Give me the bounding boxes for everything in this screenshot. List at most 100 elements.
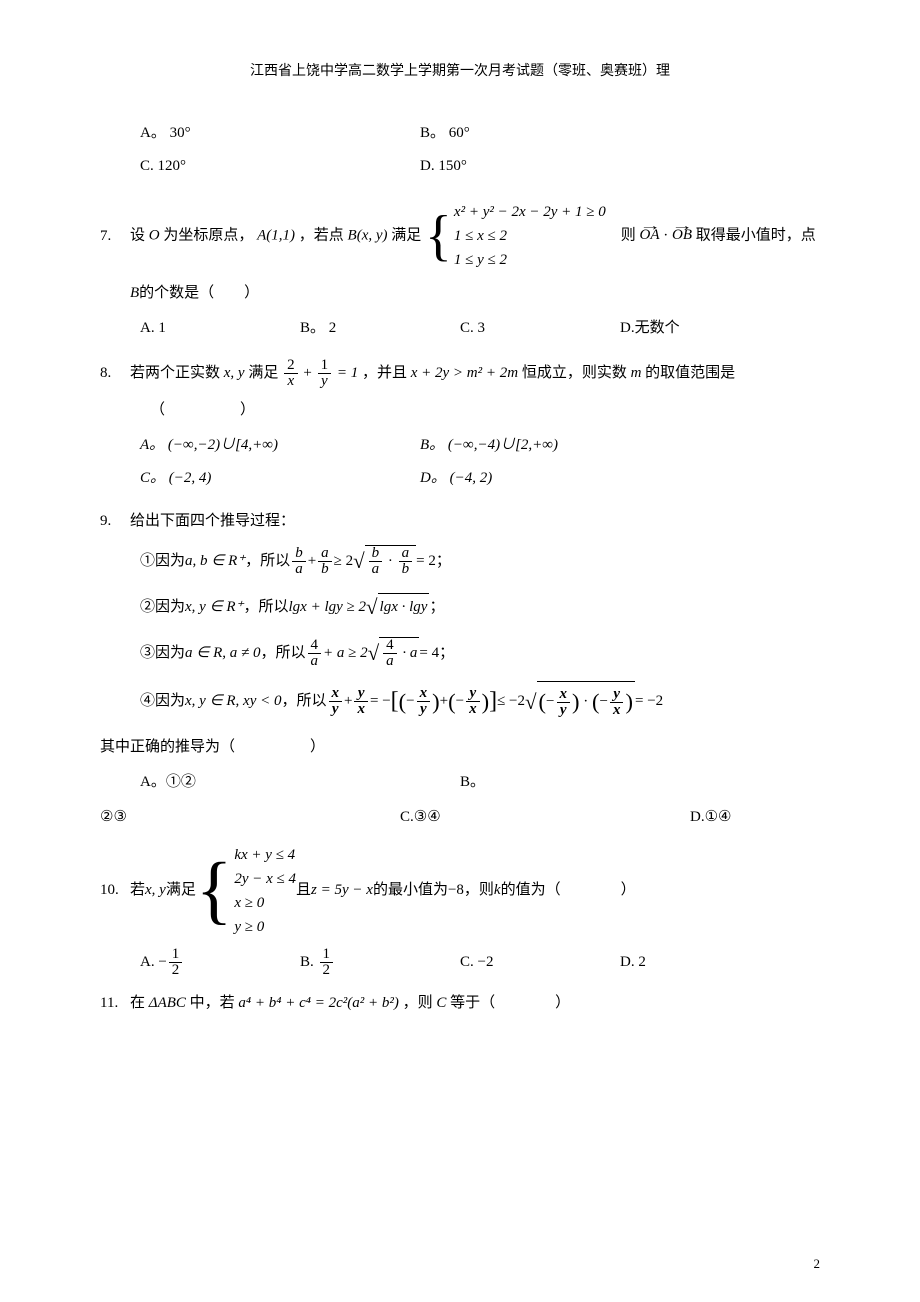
q8-t5: 的取值范围是 <box>645 365 735 381</box>
q9-stmt4: ④因为 x, y ∈ R, xy < 0 ，所以 xy + yx = − [ (… <box>140 680 820 723</box>
page-number: 2 <box>814 1256 821 1272</box>
q8-xy: x, y <box>224 365 245 381</box>
q6-opt-b: B。 60° <box>420 120 580 147</box>
q7-opt-a: A. 1 <box>140 315 300 342</box>
q8-opt-a: A。 (−∞,−2)∪[4,+∞) <box>140 432 420 459</box>
q11-tri: ΔABC <box>149 995 186 1011</box>
q6-opts-row1: A。 30° B。 60° <box>140 120 820 147</box>
q9-s1a: ①因为 <box>140 548 185 575</box>
q9-s3cond: a ∈ R, a ≠ 0 <box>185 640 260 667</box>
q9-s4cond: x, y ∈ R, xy < 0 <box>185 688 281 715</box>
q9-stmt2: ②因为 x, y ∈ R⁺ ，所以 lgx + lgy ≥ 2 √lgx · l… <box>140 589 820 627</box>
q9-stmt1: ①因为 a, b ∈ R⁺ ，所以 ba + ab ≥ 2 √ ba · ab … <box>140 543 820 581</box>
q8-t2: 满足 <box>248 365 278 381</box>
q9-s1ab: a, b ∈ R⁺ <box>185 548 245 575</box>
q10-opt-d: D. 2 <box>620 949 780 976</box>
q8-frac2: 1y <box>318 358 332 389</box>
q9-s1b: ，所以 <box>245 548 290 575</box>
q8-m: m <box>631 365 642 381</box>
q9-opt-d: D.①④ <box>690 804 850 831</box>
q9-opts-row2: ②③ C.③④ D.①④ <box>100 804 820 831</box>
q10-z: z = 5y − x <box>311 877 373 904</box>
q8-opt-d: D。 (−4, 2) <box>420 465 580 492</box>
q9-num: 9. <box>100 508 130 535</box>
q7-vec-OA: OA <box>640 222 660 249</box>
q10-opt-c: C. −2 <box>460 949 620 976</box>
page-header: 江西省上饶中学高二数学上学期第一次月考试题（零班、奥赛班）理 <box>100 60 820 80</box>
q10-t3: 且 <box>296 877 311 904</box>
q11-t4: 等于（ ） <box>450 995 570 1011</box>
q10-num: 10. <box>100 877 130 904</box>
q7-line2: B 的个数是（ ） <box>130 280 820 307</box>
q9-s4tail: = −2 <box>635 688 663 715</box>
q8-opts-row1: A。 (−∞,−2)∪[4,+∞) B。 (−∞,−4)∪[2,+∞) <box>140 432 820 459</box>
q7-sys2: 1 ≤ x ≤ 2 <box>454 228 507 244</box>
q7-t1: 为坐标原点， <box>163 227 257 243</box>
q9-s4b: ，所以 <box>282 688 327 715</box>
q7-B: B <box>130 280 139 307</box>
q8-t4: 恒成立，则实数 <box>522 365 627 381</box>
q10-k: k <box>494 877 501 904</box>
q8-frac1: 2x <box>284 358 298 389</box>
q8-paren: （ ） <box>150 397 820 424</box>
q6-opts-row2: C. 120° D. 150° <box>140 153 820 180</box>
q8-paren-text: （ ） <box>150 397 255 424</box>
q6-opt-d: D. 150° <box>420 153 580 180</box>
q9-s3b: ，所以 <box>260 640 305 667</box>
q7-opts: A. 1 B。 2 C. 3 D.无数个 <box>140 315 820 342</box>
q9-s2xy: x, y ∈ R⁺ <box>185 594 243 621</box>
q11-eq: a⁴ + b⁴ + c⁴ = 2c²(a² + b²) <box>238 995 398 1011</box>
q9-opt-a: A。①② <box>140 769 460 796</box>
q8-t3: ，并且 <box>362 365 407 381</box>
q11-t2: 中，若 <box>190 995 235 1011</box>
q8-plus: + <box>303 365 311 381</box>
q7-t0: 设 <box>130 227 145 243</box>
q7-opt-c: C. 3 <box>460 315 620 342</box>
q10-xy: x, y <box>145 877 166 904</box>
q8-opts-row2: C。 (−2, 4) D。 (−4, 2) <box>140 465 820 492</box>
q7-t3: 满足 <box>391 227 421 243</box>
q9-s2a: ②因为 <box>140 594 185 621</box>
q9-s2tail: ； <box>429 594 444 621</box>
q9-opt-b: B。 <box>460 769 620 796</box>
q7-O: O <box>149 227 160 243</box>
q9-s3mid: + a ≥ 2 <box>323 640 368 667</box>
q8-t1: 若两个正实数 <box>130 365 220 381</box>
q6-opt-a: A。 30° <box>140 120 420 147</box>
q9: 9. 给出下面四个推导过程： <box>100 508 820 535</box>
q7-system: { x² + y² − 2x − 2y + 1 ≥ 0 1 ≤ x ≤ 2 1 … <box>425 200 606 272</box>
q11-t3: ，则 <box>403 995 433 1011</box>
q8-num: 8. <box>100 360 130 387</box>
q10: 10. 若 x, y 满足 { kx + y ≤ 4 2y − x ≤ 4 x … <box>100 843 820 939</box>
q11-num: 11. <box>100 990 130 1017</box>
q9-s3tail: = 4； <box>419 640 454 667</box>
q9-t1: 给出下面四个推导过程： <box>130 508 820 535</box>
q7-opt-b: B。 2 <box>300 315 460 342</box>
q8-opt-b: B。 (−∞,−4)∪[2,+∞) <box>420 432 580 459</box>
q9-s3a: ③因为 <box>140 640 185 667</box>
q9-s4a: ④因为 <box>140 688 185 715</box>
q10-t5: 的值为（ ） <box>501 877 636 904</box>
q8-eq1: = 1 <box>337 365 358 381</box>
q7-vec-OB: OB <box>672 222 692 249</box>
q10-t2: 满足 <box>166 877 196 904</box>
q9-s2lhs: lgx + lgy ≥ 2 <box>289 594 367 621</box>
q7-opt-d: D.无数个 <box>620 315 780 342</box>
q7-t7: 的个数是（ ） <box>139 280 259 307</box>
q6-opt-c: C. 120° <box>140 153 420 180</box>
q9-s2b: ，所以 <box>243 594 288 621</box>
q7-t2: ，若点 <box>299 227 344 243</box>
q10-opts: A. −12 B. 12 C. −2 D. 2 <box>140 947 820 978</box>
q7: 7. 设 O 为坐标原点， A(1,1) ，若点 B(x, y) 满足 { x²… <box>100 200 820 272</box>
q9-s1tail: = 2； <box>416 548 451 575</box>
q11-t1: 在 <box>130 995 145 1011</box>
q8: 8. 若两个正实数 x, y 满足 2x + 1y = 1 ，并且 x + 2y… <box>100 358 820 389</box>
q7-sys1: x² + y² − 2x − 2y + 1 ≥ 0 <box>454 204 606 220</box>
q10-system: { kx + y ≤ 4 2y − x ≤ 4 x ≥ 0 y ≥ 0 <box>196 843 296 939</box>
q7-num: 7. <box>100 223 130 250</box>
q10-t4: 的最小值为−8，则 <box>373 877 494 904</box>
q8-opt-c: C。 (−2, 4) <box>140 465 420 492</box>
q9-stmt3: ③因为 a ∈ R, a ≠ 0 ，所以 4a + a ≥ 2 √ 4a · a… <box>140 635 820 673</box>
q7-sys3: 1 ≤ y ≤ 2 <box>454 252 507 268</box>
q7-Bxy: B(x, y) <box>348 227 388 243</box>
